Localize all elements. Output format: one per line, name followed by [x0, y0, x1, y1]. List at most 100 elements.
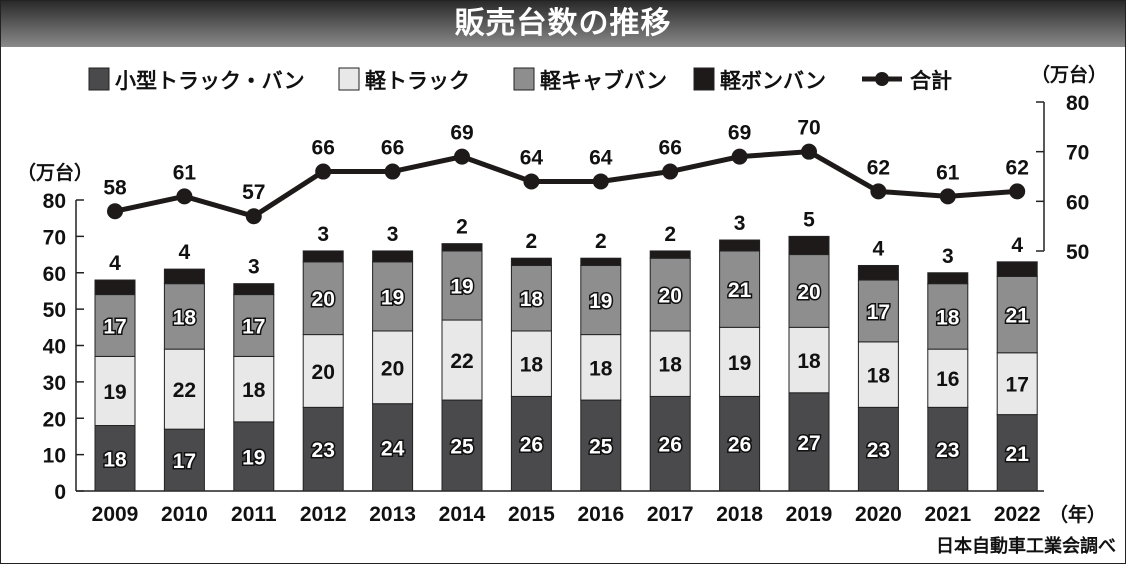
left-tick-label: 80 — [43, 190, 66, 213]
total-marker — [801, 143, 817, 160]
total-marker — [731, 148, 748, 165]
data-label: 20 — [797, 281, 820, 304]
bar-segment — [927, 348, 969, 408]
x-tick-label: 2020 — [855, 503, 902, 526]
data-label: 18 — [867, 365, 891, 388]
left-tick-label: 60 — [43, 263, 66, 286]
bar-segment — [857, 264, 899, 281]
data-label: 4 — [873, 237, 885, 260]
legend-swatch — [88, 67, 110, 91]
data-label: 20 — [312, 361, 335, 384]
bar-segment — [649, 250, 691, 259]
data-label: 3 — [317, 223, 329, 246]
legend-swatch — [338, 67, 360, 91]
data-label: 21 — [1006, 443, 1030, 466]
bar-segment — [372, 250, 414, 263]
x-tick-label: 2017 — [647, 503, 694, 526]
bar-segment — [302, 250, 344, 263]
total-label: 69 — [728, 122, 751, 145]
total-marker — [592, 173, 609, 190]
total-marker — [939, 188, 956, 205]
total-label: 62 — [867, 156, 890, 179]
data-label: 17 — [1006, 374, 1029, 397]
data-label: 2 — [456, 216, 468, 239]
legend-swatch — [513, 67, 535, 91]
left-axis-unit: （万台） — [17, 161, 93, 184]
left-tick-label: 30 — [43, 372, 66, 395]
data-label: 17 — [103, 315, 126, 338]
bar-segment — [857, 279, 899, 343]
bar-segment — [580, 399, 622, 492]
bar-segment — [580, 257, 622, 266]
data-label: 16 — [936, 368, 959, 391]
x-tick-label: 2012 — [300, 503, 347, 526]
total-label: 61 — [936, 161, 960, 184]
bar-segment — [163, 348, 205, 430]
bar-segment — [788, 254, 830, 328]
chart-title: 販売台数の推移 — [1, 1, 1125, 47]
bar-segment — [441, 243, 483, 252]
right-tick-label: 80 — [1066, 92, 1089, 115]
data-label: 3 — [942, 245, 954, 268]
data-label: 26 — [728, 434, 751, 457]
total-label: 66 — [312, 137, 335, 160]
bar-segment — [719, 395, 761, 492]
data-label: 19 — [103, 381, 126, 404]
data-label: 20 — [659, 285, 682, 308]
bar-segment — [163, 283, 205, 350]
bar-segment — [163, 428, 205, 492]
total-label: 69 — [450, 122, 473, 145]
data-label: 18 — [936, 306, 960, 329]
x-tick-label: 2019 — [786, 503, 833, 526]
x-tick-label: 2010 — [161, 503, 208, 526]
left-tick-label: 20 — [43, 408, 66, 431]
bar-segment — [927, 272, 969, 285]
bar-segment — [996, 261, 1038, 277]
data-label: 25 — [589, 436, 613, 459]
data-label: 19 — [450, 275, 473, 298]
bar-segment — [857, 406, 899, 492]
legend-label: 軽ボンバン — [720, 69, 826, 93]
data-label: 4 — [179, 241, 191, 264]
bar-segment — [510, 330, 552, 397]
right-tick-label: 50 — [1066, 241, 1089, 264]
bar-segment — [510, 257, 552, 266]
data-label: 20 — [312, 288, 335, 311]
legend-label: 小型トラック・バン — [115, 70, 305, 93]
data-label: 23 — [936, 439, 959, 462]
data-label: 18 — [103, 448, 127, 471]
bar-segment — [719, 326, 761, 397]
legend-line-marker — [875, 72, 889, 86]
bar-segment — [788, 235, 830, 256]
data-label: 26 — [520, 434, 543, 457]
bar-segment — [927, 406, 969, 492]
bar-segment — [233, 421, 275, 492]
data-label: 18 — [659, 354, 683, 377]
total-label: 64 — [520, 146, 544, 169]
data-label: 4 — [109, 252, 121, 275]
data-label: 2 — [526, 230, 538, 253]
data-label: 17 — [242, 315, 265, 338]
total-label: 66 — [381, 137, 404, 160]
bar-segment — [94, 425, 136, 492]
right-axis-unit: （万台） — [1031, 63, 1107, 86]
x-tick-label: 2021 — [924, 503, 971, 526]
total-line — [114, 149, 1018, 219]
data-label: 19 — [728, 352, 751, 375]
total-marker — [523, 173, 540, 190]
data-label: 21 — [1006, 305, 1030, 328]
total-label: 66 — [659, 137, 682, 160]
bar-segment — [94, 355, 136, 427]
total-label: 57 — [242, 181, 265, 204]
bar-segment — [580, 334, 622, 401]
data-label: 21 — [728, 279, 752, 302]
data-label: 2 — [595, 230, 607, 253]
total-marker — [107, 203, 123, 220]
total-marker — [315, 163, 332, 180]
x-tick-label: 2022 — [994, 503, 1041, 526]
left-tick-label: 40 — [43, 336, 66, 359]
legend-swatch — [693, 67, 715, 91]
left-tick-label: 50 — [43, 299, 66, 322]
total-marker — [662, 163, 679, 180]
